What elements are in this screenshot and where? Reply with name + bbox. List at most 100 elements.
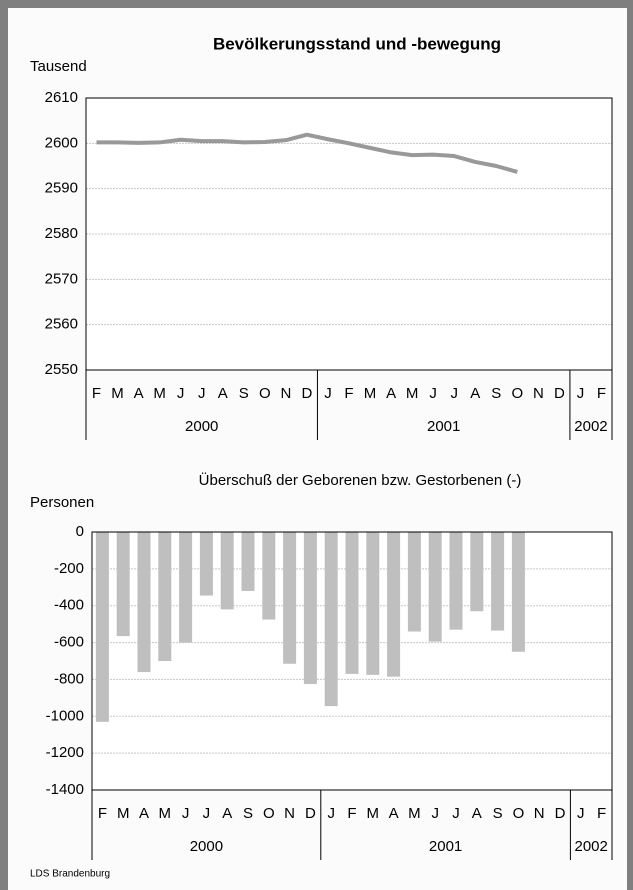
x-tick-label: A [139, 805, 149, 822]
y-tick-label: 2610 [45, 89, 78, 106]
bar [511, 532, 525, 652]
x-tick-label: A [222, 805, 232, 822]
y-tick-label: -400 [54, 597, 84, 614]
x-tick-label: M [111, 385, 124, 402]
plot-border [91, 531, 613, 791]
bar [220, 532, 234, 610]
bar [303, 532, 317, 685]
x-tick-label: O [511, 385, 523, 402]
bar [158, 532, 172, 661]
x-tick-label: J [324, 385, 332, 402]
x-tick-label: N [284, 805, 295, 822]
x-tick-label: M [117, 805, 130, 822]
x-tick-label: A [218, 385, 228, 402]
y-axis-label: Personen [30, 494, 94, 511]
x-tick-label: J [431, 805, 439, 822]
bar [262, 532, 276, 620]
x-tick-label: J [577, 385, 585, 402]
y-tick-label: -1200 [46, 744, 84, 761]
x-tick-label: J [450, 385, 458, 402]
bar [470, 532, 484, 612]
bar [179, 532, 193, 643]
x-tick-label: F [347, 805, 356, 822]
x-tick-label: S [239, 385, 249, 402]
x-tick-label: S [243, 805, 253, 822]
x-tick-label: A [470, 385, 480, 402]
x-group-label: 2001 [427, 418, 460, 435]
bar [199, 532, 213, 596]
x-tick-label: F [344, 385, 353, 402]
x-tick-label: J [452, 805, 460, 822]
x-tick-label: M [153, 385, 166, 402]
bar [283, 532, 297, 664]
x-tick-label: J [203, 805, 211, 822]
x-group-label: 2000 [185, 418, 218, 435]
y-tick-label: 2580 [45, 225, 78, 242]
bar [345, 532, 359, 674]
y-tick-label: -1000 [46, 707, 84, 724]
x-group-label: 2001 [429, 838, 462, 855]
x-tick-label: D [301, 385, 312, 402]
x-tick-label: M [367, 805, 380, 822]
bar [491, 532, 505, 631]
x-tick-label: M [364, 385, 377, 402]
x-tick-label: F [98, 805, 107, 822]
x-tick-label: M [406, 385, 419, 402]
x-tick-label: A [134, 385, 144, 402]
bar [428, 532, 442, 642]
y-tick-label: -1400 [46, 781, 84, 798]
x-tick-label: J [182, 805, 190, 822]
bar [95, 532, 109, 722]
y-tick-label: -800 [54, 670, 84, 687]
y-axis-label: Tausend [30, 58, 87, 75]
y-tick-label: 2550 [45, 361, 78, 378]
x-group-label: 2002 [574, 418, 607, 435]
chart-title: Bevölkerungsstand und -bewegung [213, 34, 501, 53]
x-tick-label: O [513, 805, 525, 822]
chart-title: Überschuß der Geborenen bzw. Gestorbenen… [199, 471, 522, 489]
bar [449, 532, 463, 630]
plot-border [85, 97, 613, 371]
x-tick-label: A [386, 385, 396, 402]
x-tick-label: O [263, 805, 275, 822]
x-tick-label: S [491, 385, 501, 402]
y-tick-label: -200 [54, 560, 84, 577]
x-tick-label: F [597, 385, 606, 402]
x-tick-label: J [177, 385, 185, 402]
bar [324, 532, 338, 707]
y-tick-label: 2590 [45, 180, 78, 197]
x-tick-label: A [472, 805, 482, 822]
bar [116, 532, 130, 637]
x-tick-label: F [597, 805, 606, 822]
x-tick-label: D [554, 385, 565, 402]
bar [407, 532, 421, 632]
source-note: LDS Brandenburg [30, 869, 110, 880]
y-tick-label: 0 [76, 523, 84, 540]
x-tick-label: O [259, 385, 271, 402]
x-tick-label: N [534, 805, 545, 822]
x-tick-label: S [493, 805, 503, 822]
x-tick-label: J [429, 385, 437, 402]
y-tick-label: 2600 [45, 134, 78, 151]
x-tick-label: J [327, 805, 335, 822]
x-tick-label: N [280, 385, 291, 402]
y-tick-label: 2560 [45, 316, 78, 333]
x-tick-label: M [408, 805, 421, 822]
x-group-label: 2002 [575, 838, 608, 855]
bar [241, 532, 255, 591]
x-group-label: 2000 [190, 838, 223, 855]
x-tick-label: F [92, 385, 101, 402]
x-tick-label: J [198, 385, 206, 402]
bar [387, 532, 401, 677]
x-tick-label: A [389, 805, 399, 822]
bar [366, 532, 380, 675]
data-line [96, 132, 518, 174]
x-tick-label: M [159, 805, 172, 822]
x-tick-label: J [577, 805, 585, 822]
x-tick-label: D [555, 805, 566, 822]
x-tick-label: D [305, 805, 316, 822]
y-tick-label: -600 [54, 634, 84, 651]
x-tick-label: N [533, 385, 544, 402]
y-tick-label: 2570 [45, 270, 78, 287]
